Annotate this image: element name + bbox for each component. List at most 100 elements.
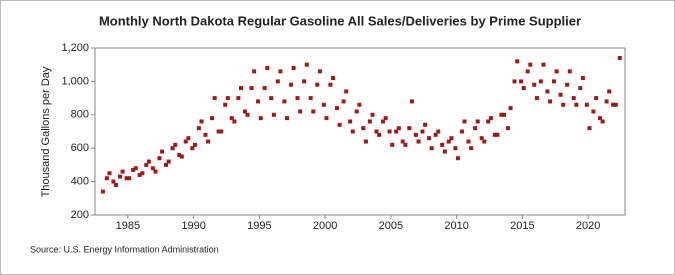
y-tick-label: 800 xyxy=(71,109,89,121)
marker xyxy=(446,139,451,144)
marker xyxy=(541,62,546,67)
marker xyxy=(179,154,184,159)
marker xyxy=(173,142,178,147)
source: Source: U.S. Energy Information Administ… xyxy=(30,244,219,254)
marker xyxy=(288,82,293,87)
marker xyxy=(528,62,533,67)
marker xyxy=(574,102,579,107)
marker xyxy=(183,139,188,144)
marker xyxy=(223,102,228,107)
y-tick-label: 1,000 xyxy=(61,75,89,87)
marker xyxy=(416,139,421,144)
marker xyxy=(219,129,224,134)
marker xyxy=(344,89,349,94)
marker xyxy=(331,76,336,81)
marker xyxy=(409,99,414,104)
marker xyxy=(571,96,576,101)
marker xyxy=(538,79,543,84)
x-tick-label: 1995 xyxy=(247,220,271,232)
marker xyxy=(370,112,375,117)
marker xyxy=(245,112,250,117)
marker xyxy=(390,142,395,147)
marker xyxy=(381,119,386,124)
marker xyxy=(519,79,524,84)
marker xyxy=(262,86,267,91)
marker xyxy=(210,116,215,121)
marker xyxy=(114,182,119,187)
marker xyxy=(475,119,480,124)
marker xyxy=(505,126,510,131)
marker xyxy=(469,146,474,151)
marker xyxy=(321,102,326,107)
marker xyxy=(459,129,464,134)
marker xyxy=(285,116,290,121)
marker xyxy=(236,96,241,101)
x-tick-label: 2020 xyxy=(576,220,600,232)
marker xyxy=(117,174,122,179)
marker xyxy=(337,122,342,127)
marker xyxy=(512,79,517,84)
x-tick-label: 2010 xyxy=(444,220,468,232)
marker xyxy=(341,99,346,104)
marker xyxy=(363,139,368,144)
marker xyxy=(164,162,169,167)
marker xyxy=(374,129,379,134)
marker xyxy=(190,146,195,151)
marker xyxy=(192,142,197,147)
marker xyxy=(521,86,526,91)
y-tick-label: 600 xyxy=(71,142,89,154)
marker xyxy=(249,86,254,91)
marker xyxy=(133,166,138,171)
marker xyxy=(607,89,612,94)
marker xyxy=(302,79,307,84)
marker xyxy=(492,132,497,137)
marker xyxy=(403,142,408,147)
marker xyxy=(111,179,116,184)
marker xyxy=(170,146,175,151)
plot-area xyxy=(94,47,626,216)
marker xyxy=(271,112,276,117)
marker xyxy=(598,116,603,121)
marker xyxy=(383,116,388,121)
marker xyxy=(269,96,274,101)
marker xyxy=(495,132,500,137)
marker xyxy=(525,69,530,74)
marker xyxy=(548,99,553,104)
marker xyxy=(278,69,283,74)
marker xyxy=(166,159,171,164)
marker xyxy=(499,112,504,117)
x-tick-label: 1985 xyxy=(116,220,140,232)
marker xyxy=(199,119,204,124)
marker xyxy=(232,119,237,124)
marker xyxy=(580,76,585,81)
marker xyxy=(455,156,460,161)
marker xyxy=(308,96,313,101)
marker xyxy=(361,126,366,131)
marker xyxy=(429,146,434,151)
marker xyxy=(558,92,563,97)
marker xyxy=(554,69,559,74)
marker xyxy=(291,66,296,71)
marker xyxy=(212,96,217,101)
marker xyxy=(534,96,539,101)
marker xyxy=(107,171,112,176)
y-axis-label: Thousand Gallons per Day xyxy=(40,66,52,197)
marker xyxy=(436,129,441,134)
marker xyxy=(591,109,596,114)
marker xyxy=(600,119,605,124)
marker xyxy=(604,99,609,104)
marker xyxy=(423,122,428,127)
marker xyxy=(146,159,151,164)
marker xyxy=(407,126,412,131)
marker xyxy=(229,116,234,121)
marker xyxy=(203,132,208,137)
marker xyxy=(532,82,537,87)
marker xyxy=(502,112,507,117)
marker xyxy=(256,99,261,104)
marker xyxy=(413,132,418,137)
marker xyxy=(587,126,592,131)
x-tick-label: 2015 xyxy=(510,220,534,232)
marker xyxy=(160,149,165,154)
marker xyxy=(551,79,556,84)
